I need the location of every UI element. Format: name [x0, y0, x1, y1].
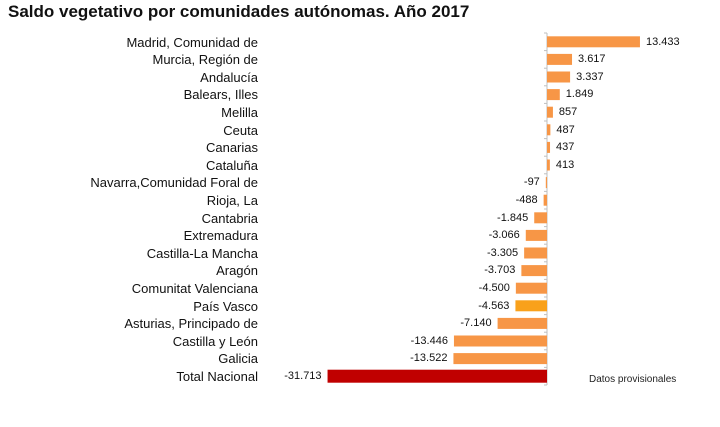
bar-rioja-la	[543, 194, 547, 206]
bar-ceuta	[547, 124, 551, 136]
category-label: Madrid, Comunidad de	[126, 34, 258, 50]
category-label: Comunitat Valenciana	[131, 280, 258, 296]
data-label: -3.066	[488, 229, 520, 242]
bar-navarra-comunidad-foral-de	[545, 177, 547, 189]
category-label: Cantabria	[201, 210, 258, 226]
data-label: 487	[556, 123, 575, 136]
bar-balears-illes	[547, 89, 560, 101]
bar-país-vasco	[515, 300, 547, 312]
bar-comunitat-valenciana	[515, 282, 547, 294]
bar-melilla	[547, 106, 553, 118]
bar-galicia	[453, 353, 547, 365]
data-label: -13.522	[410, 352, 448, 365]
data-label: -3.305	[486, 246, 519, 259]
category-label: Navarra,Comunidad Foral de	[90, 175, 258, 191]
data-label: 1.849	[565, 88, 594, 101]
data-label: 13.433	[645, 35, 680, 48]
data-label: -3.703	[484, 264, 516, 277]
category-label: Total Nacional	[176, 368, 258, 384]
data-label: -4.563	[478, 299, 510, 312]
category-label: Cataluña	[205, 157, 258, 173]
bar-castilla-y-león	[453, 335, 547, 347]
category-label: Extremadura	[183, 228, 258, 244]
category-label: Ceuta	[223, 122, 258, 138]
data-label: 3.337	[576, 70, 604, 83]
data-label: -4.500	[478, 281, 510, 294]
data-label: -97	[523, 176, 540, 189]
bar-madrid-comunidad-de	[547, 36, 640, 48]
data-label: 437	[556, 141, 575, 154]
data-label: -31.713	[284, 369, 322, 382]
bar-murcia-región-de	[547, 53, 573, 65]
category-label: Asturias, Principado de	[124, 316, 258, 332]
bar-asturias-principado-de	[497, 317, 547, 329]
bar-cantabria	[534, 212, 547, 224]
data-label: 3.617	[578, 53, 606, 66]
data-label: 857	[558, 105, 578, 118]
bar-canarias	[547, 141, 551, 153]
category-label: País Vasco	[193, 298, 258, 314]
category-label: Rioja, La	[206, 192, 258, 208]
bar-andalucía	[547, 71, 571, 83]
data-label: -7.140	[460, 317, 492, 330]
category-label: Castilla y León	[172, 333, 258, 349]
category-label: Melilla	[221, 104, 258, 120]
category-label: Andalucía	[200, 69, 258, 85]
chart-note: Datos provisionales	[589, 374, 677, 385]
category-label: Castilla-La Mancha	[146, 245, 258, 261]
category-label: Galicia	[218, 351, 258, 367]
category-label: Murcia, Región de	[152, 52, 259, 68]
category-label: Aragón	[216, 263, 258, 279]
bar-aragón	[521, 265, 547, 277]
data-label: -13.446	[410, 334, 448, 347]
bar-cataluña	[547, 159, 550, 171]
bar-total-nacional	[327, 369, 547, 383]
data-label: -1.845	[497, 211, 529, 224]
category-label: Canarias	[205, 140, 258, 156]
bar-castilla-la-mancha	[524, 247, 547, 259]
chart-title: Saldo vegetativo por comunidades autónom…	[8, 2, 470, 21]
data-label: 413	[555, 158, 575, 171]
category-label: Balears, Illes	[183, 87, 258, 103]
data-label: -488	[515, 193, 538, 206]
bar-extremadura	[525, 229, 547, 241]
